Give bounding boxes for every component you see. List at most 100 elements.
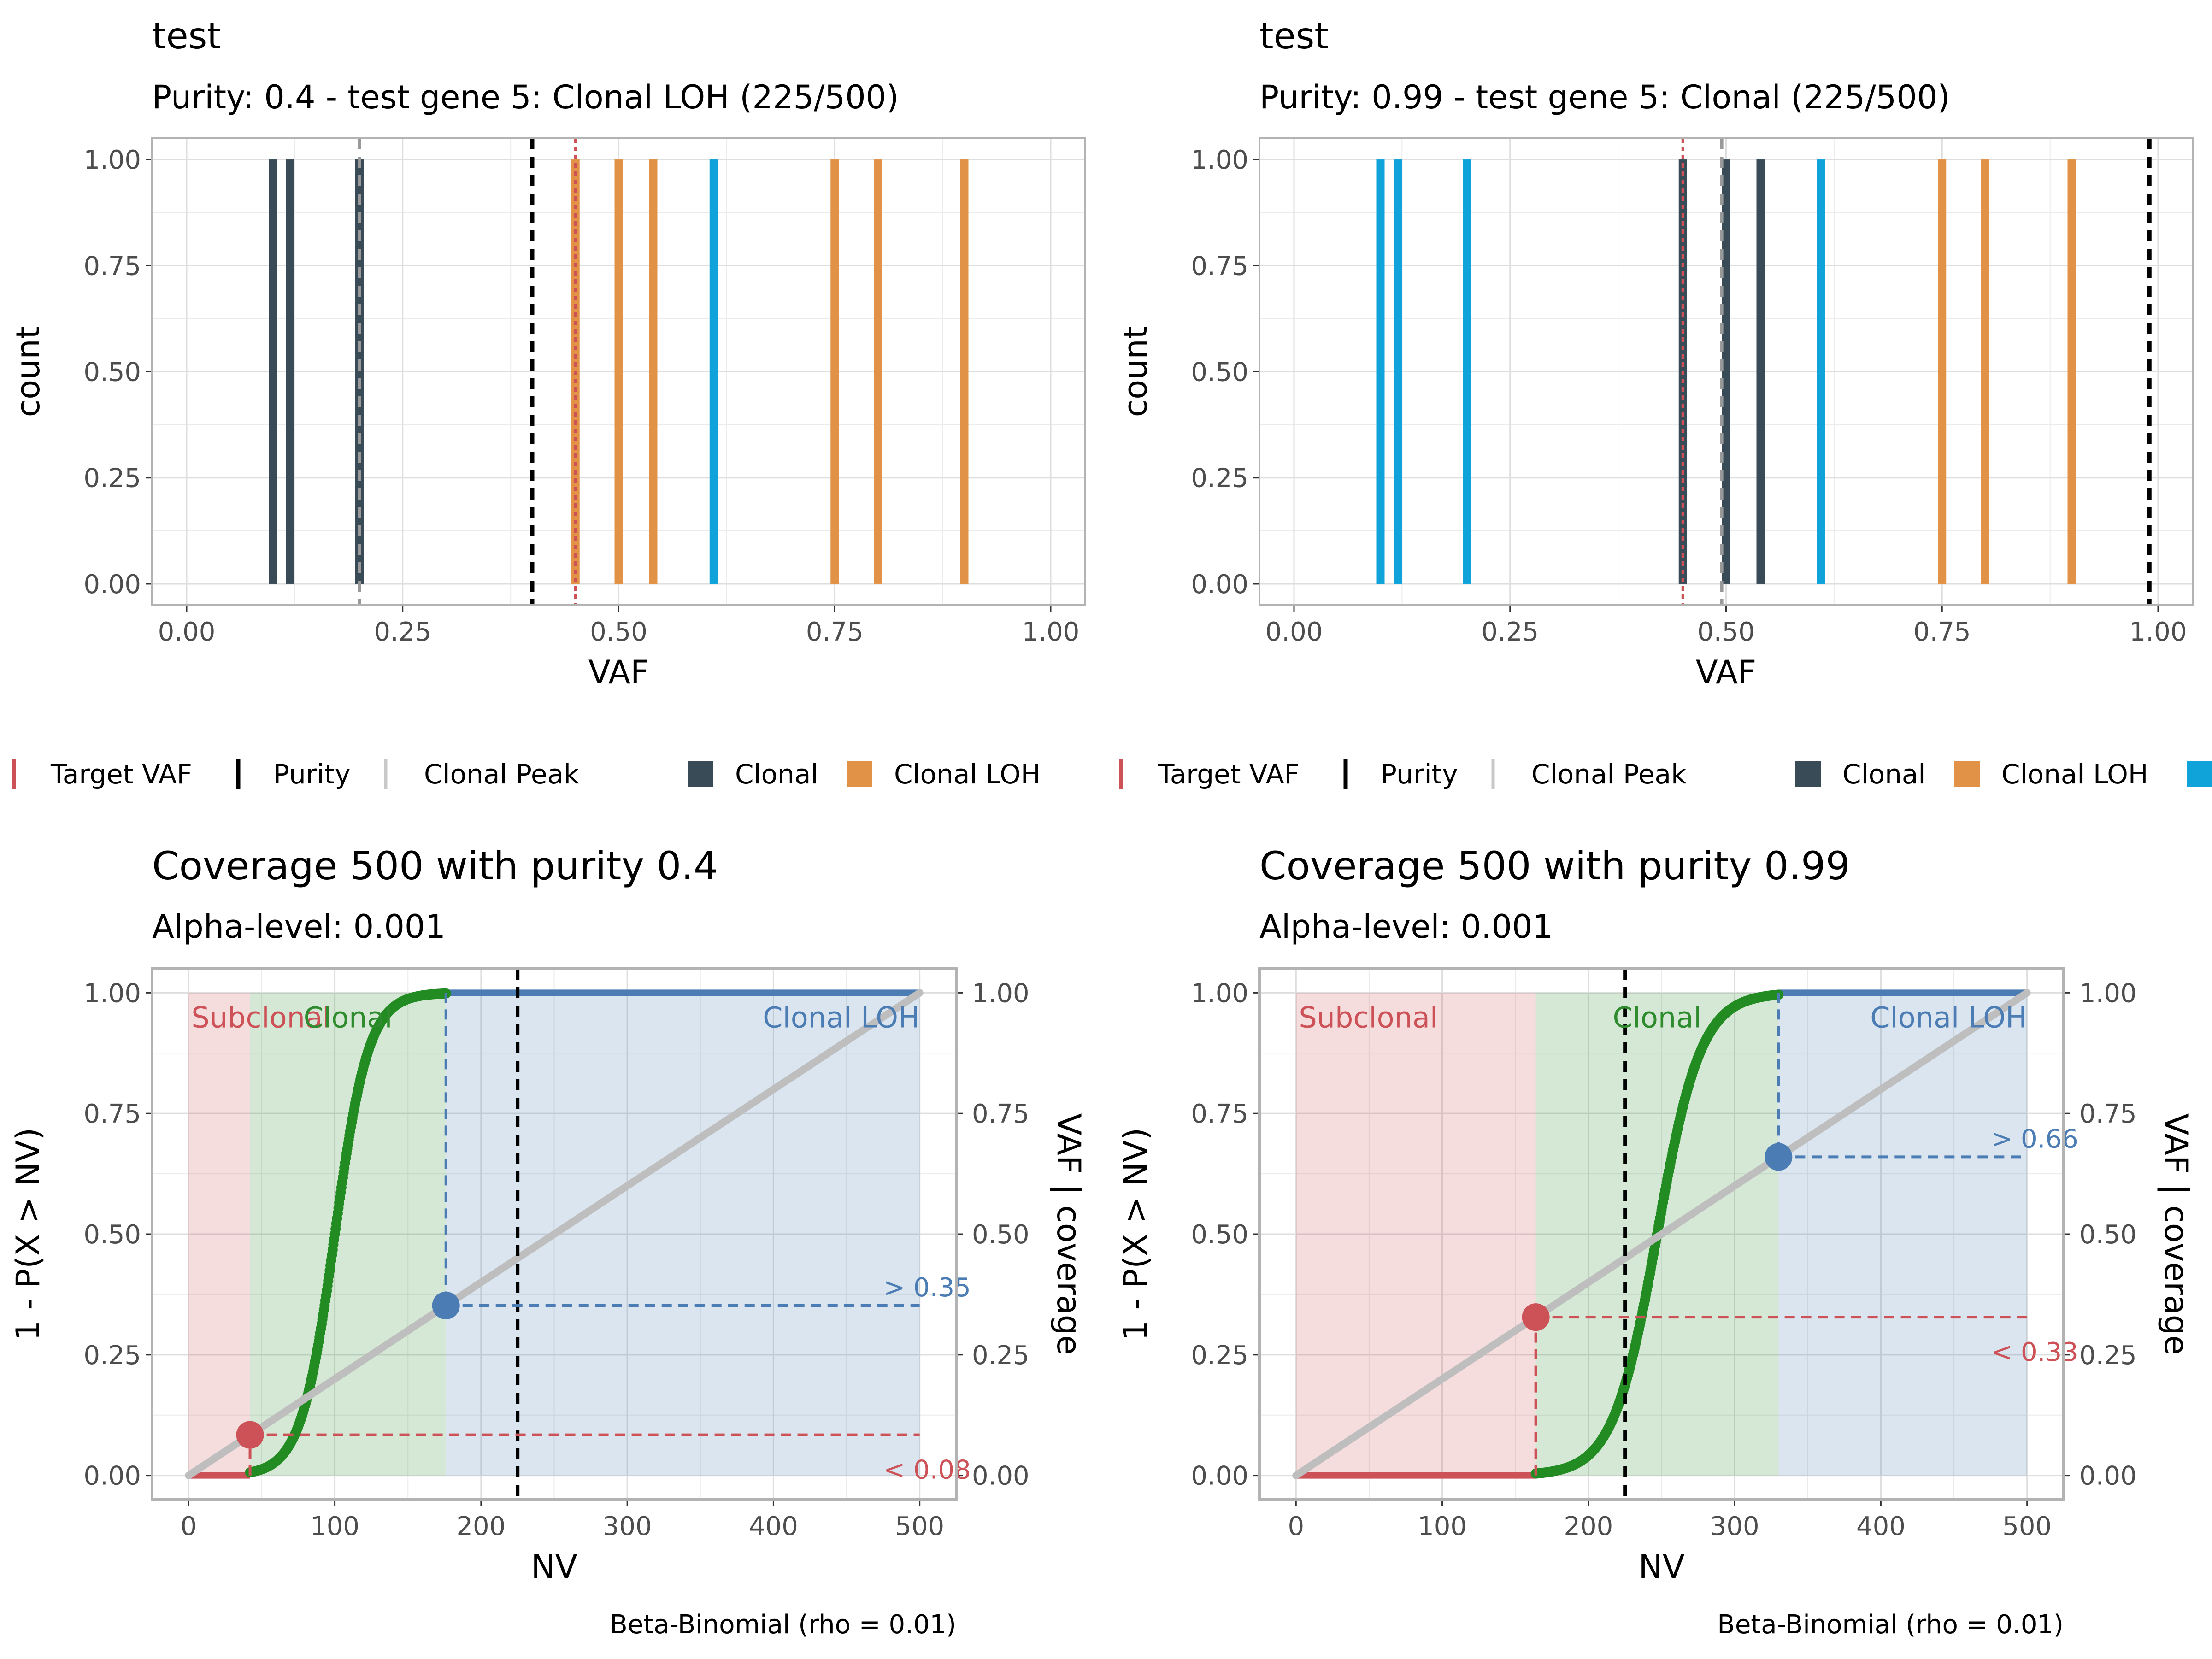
- x-tick-label: 100: [1418, 1512, 1467, 1541]
- histogram-panel-1: test Purity: 0.4 - test gene 5: Clonal LO…: [9, 16, 1086, 790]
- threshold-point: [1765, 1143, 1793, 1171]
- y-tick-label: 0.00: [1191, 1461, 1248, 1491]
- x-tick-label: 200: [1564, 1512, 1613, 1541]
- legend: Target VAF Purity Clonal Peak Clonal Clonal …: [12, 759, 1041, 790]
- chart-title: Coverage 500 with purity 0.99: [1259, 843, 1850, 888]
- x-tick-label: 1.00: [2130, 617, 2187, 647]
- legend-label-purity: Purity: [1381, 759, 1458, 790]
- region-band: [446, 993, 920, 1476]
- bar: [1817, 159, 1825, 584]
- x-tick-label: 500: [895, 1512, 944, 1541]
- chart-caption: Beta-Binomial (rho = 0.01): [1717, 1610, 2064, 1640]
- chart-subtitle: Purity: 0.4 - test gene 5: Clonal LOH (2…: [152, 78, 899, 116]
- region-label-clonal-loh: Clonal LOH: [763, 1000, 919, 1034]
- chart-subtitle: Purity: 0.99 - test gene 5: Clonal (225/…: [1259, 78, 1950, 116]
- x-tick-label: 0.25: [374, 617, 431, 647]
- bar: [874, 159, 882, 584]
- bar: [830, 159, 839, 584]
- bar: [1463, 159, 1471, 584]
- x-tick-label: 400: [749, 1512, 798, 1541]
- y2-tick-label: 0.25: [2079, 1341, 2137, 1371]
- y2-tick-label: 0.00: [2079, 1461, 2137, 1491]
- bar: [355, 159, 364, 584]
- plot-border: [151, 967, 958, 1501]
- bar: [649, 159, 658, 584]
- y2-tick-label: 0.50: [2079, 1220, 2137, 1250]
- legend-label-target-vaf: Target VAF: [1158, 759, 1300, 790]
- legend-label-clonal-peak: Clonal Peak: [424, 759, 579, 790]
- y-tick-label: 1.00: [83, 145, 141, 175]
- region-label-clonal: Clonal: [304, 1000, 393, 1034]
- bar: [1981, 159, 1989, 584]
- y-tick-label: 0.75: [1191, 251, 1248, 281]
- legend-key-clonal-loh: [847, 761, 872, 787]
- x-tick-label: 500: [2002, 1512, 2052, 1541]
- x-tick-label: 200: [456, 1512, 506, 1541]
- y-tick-label: 0.75: [83, 251, 141, 281]
- y-tick-label: 0.25: [83, 464, 141, 494]
- vaf-diagonal: [1292, 989, 2031, 1479]
- x-tick-label: 0.25: [1481, 617, 1539, 647]
- y-tick-label: 0.00: [1191, 570, 1248, 600]
- region-band: [250, 993, 446, 1476]
- cdf-panel-1: Coverage 500 with purity 0.4 Alpha-level:…: [9, 843, 1088, 1640]
- chart-subtitle: Alpha-level: 0.001: [1259, 908, 1553, 946]
- region-label-subclonal: Subclonal: [191, 1000, 330, 1034]
- y2-axis-title: VAF | coverage: [2157, 1113, 2195, 1355]
- y-tick-label: 0.25: [1191, 1341, 1248, 1371]
- x-tick-label: 100: [310, 1512, 359, 1541]
- y-tick-label: 0.50: [1191, 358, 1248, 388]
- legend-label-clonal-peak: Clonal Peak: [1531, 759, 1687, 790]
- legend-key-clonal: [1795, 761, 1821, 787]
- y-tick-label: 0.50: [83, 1220, 141, 1250]
- x-tick-label: 0.50: [1697, 617, 1755, 647]
- legend-key-clonal: [688, 761, 713, 787]
- chart-title: test: [152, 16, 221, 57]
- histogram-panel-2: test Purity: 0.99 - test gene 5: Clonal (…: [1117, 16, 2212, 790]
- threshold-label: > 0.66: [1991, 1124, 2078, 1154]
- y-tick-label: 0.50: [1191, 1220, 1248, 1250]
- y2-tick-label: 0.50: [972, 1220, 1030, 1250]
- region-label-clonal: Clonal: [1612, 1000, 1701, 1034]
- legend-label-purity: Purity: [273, 759, 351, 790]
- y-tick-label: 1.00: [1191, 145, 1248, 175]
- threshold-point: [1522, 1303, 1550, 1331]
- x-tick-label: 1.00: [1022, 617, 1080, 647]
- y2-tick-label: 0.75: [2079, 1099, 2137, 1129]
- y2-tick-label: 0.75: [972, 1099, 1030, 1129]
- legend-label-clonal: Clonal: [1842, 759, 1926, 790]
- x-tick-label: 0.00: [158, 617, 216, 647]
- y2-tick-label: 0.00: [972, 1461, 1030, 1491]
- chart-title: test: [1259, 16, 1329, 57]
- x-axis-title: NV: [531, 1548, 577, 1586]
- y-tick-label: 0.75: [83, 1099, 141, 1129]
- legend-label-clonal: Clonal: [735, 759, 818, 790]
- region-band: [1296, 993, 1536, 1476]
- y-axis-title: count: [9, 326, 47, 418]
- legend-key-clonal-loh: [1954, 761, 1980, 787]
- y2-tick-label: 0.25: [972, 1341, 1030, 1371]
- y-axis-title: count: [1117, 326, 1154, 418]
- region-label-subclonal: Subclonal: [1299, 1000, 1438, 1034]
- bar: [286, 159, 294, 584]
- y-tick-label: 0.75: [1191, 1099, 1248, 1129]
- bar: [1756, 159, 1765, 584]
- y2-axis-title: VAF | coverage: [1050, 1113, 1088, 1355]
- cdf-panel-2: Coverage 500 with purity 0.99 Alpha-level…: [1117, 843, 2195, 1640]
- threshold-point: [432, 1291, 460, 1319]
- x-tick-label: 0: [1288, 1512, 1304, 1541]
- threshold-label: < 0.08: [883, 1455, 971, 1485]
- x-tick-label: 400: [1856, 1512, 1906, 1541]
- plot-border: [1258, 967, 2065, 1501]
- threshold-label: < 0.33: [1991, 1337, 2078, 1367]
- bar: [1722, 159, 1730, 584]
- y-tick-label: 1.00: [83, 978, 141, 1008]
- y-tick-label: 0.25: [1191, 464, 1248, 494]
- bar: [709, 159, 718, 584]
- region-label-clonal-loh: Clonal LOH: [1870, 1000, 2027, 1034]
- chart-subtitle: Alpha-level: 0.001: [152, 908, 446, 946]
- x-tick-label: 0.00: [1265, 617, 1323, 647]
- y-tick-label: 0.25: [83, 1341, 141, 1371]
- threshold-label: > 0.35: [883, 1273, 971, 1303]
- plot-border: [151, 137, 1086, 606]
